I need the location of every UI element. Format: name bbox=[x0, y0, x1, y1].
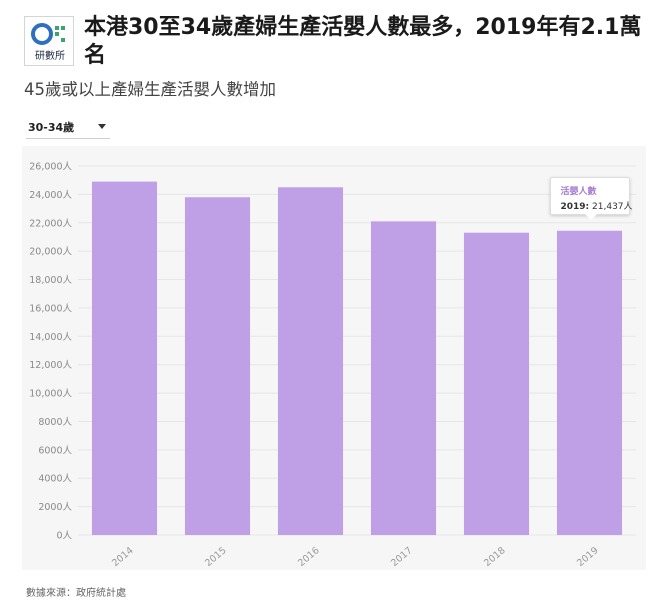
y-tick-label: 16,000人 bbox=[29, 303, 72, 314]
y-tick-label: 26,000人 bbox=[29, 162, 72, 173]
bar-2014[interactable] bbox=[91, 181, 158, 535]
bar-2018[interactable] bbox=[463, 232, 530, 535]
page-title: 本港30至34歲產婦生產活嬰人數最多，2019年有2.1萬名 bbox=[84, 15, 642, 68]
bar-2019[interactable] bbox=[556, 230, 623, 535]
y-axis-ticks: 0人 2000人 4000人 6000人 8000人 10,000人 12,000人 14,0… bbox=[29, 162, 72, 542]
x-tick-label: 2016 bbox=[296, 545, 322, 569]
bar-chart: 0人 2000人 4000人 6000人 8000人 10,000人 12,000人 14,0… bbox=[29, 162, 636, 569]
chevron-down-icon bbox=[98, 124, 106, 129]
x-tick-label: 2017 bbox=[389, 545, 415, 569]
tooltip-series-name: 活嬰人數 bbox=[560, 186, 597, 197]
x-tick-label: 2015 bbox=[203, 545, 229, 569]
logo-text: 研數所 bbox=[35, 49, 65, 62]
y-tick-label: 0人 bbox=[56, 531, 72, 542]
y-tick-label: 4000人 bbox=[38, 474, 72, 485]
chart-panel: 0人 2000人 4000人 6000人 8000人 10,000人 12,000人 14,0… bbox=[22, 146, 646, 570]
y-tick-label: 18,000人 bbox=[29, 275, 72, 286]
y-tick-label: 8000人 bbox=[38, 417, 72, 428]
tooltip-value-line: 2019: 21,437人 bbox=[561, 199, 633, 212]
y-tick-label: 6000人 bbox=[38, 445, 72, 456]
x-tick-label: 2014 bbox=[110, 545, 136, 569]
data-source-note: 數據來源：政府統計處 bbox=[26, 588, 126, 599]
bar-2015[interactable] bbox=[184, 197, 251, 535]
grid-lines bbox=[78, 165, 636, 536]
bar-2017[interactable] bbox=[370, 221, 437, 535]
x-tick-label: 2019 bbox=[575, 545, 601, 569]
age-group-selected-label: 30-34歲 bbox=[28, 121, 75, 134]
y-tick-label: 2000人 bbox=[38, 502, 72, 513]
page-subtitle: 45歲或以上產婦生產活嬰人數增加 bbox=[24, 80, 276, 99]
tooltip-category: 2019: bbox=[560, 201, 590, 212]
y-tick-label: 12,000人 bbox=[29, 360, 72, 371]
y-tick-label: 22,000人 bbox=[29, 218, 72, 229]
x-tick-label: 2018 bbox=[482, 545, 508, 569]
logo-mark-icon: 研數所 bbox=[31, 23, 65, 62]
y-tick-label: 20,000人 bbox=[29, 247, 72, 258]
y-tick-label: 24,000人 bbox=[29, 190, 72, 201]
bars bbox=[91, 181, 623, 535]
data-tooltip: 活嬰人數 2019: 21,437人 bbox=[549, 176, 633, 220]
age-group-dropdown[interactable]: 30-34歲 bbox=[26, 117, 110, 139]
y-tick-label: 14,000人 bbox=[29, 332, 72, 343]
bar-2016[interactable] bbox=[277, 187, 344, 535]
x-axis-ticks: 2014 2015 2016 2017 2018 2019 bbox=[110, 545, 601, 569]
logo: 研數所 bbox=[24, 16, 74, 66]
tooltip-value: 21,437人 bbox=[592, 201, 633, 212]
y-tick-label: 10,000人 bbox=[29, 389, 72, 400]
